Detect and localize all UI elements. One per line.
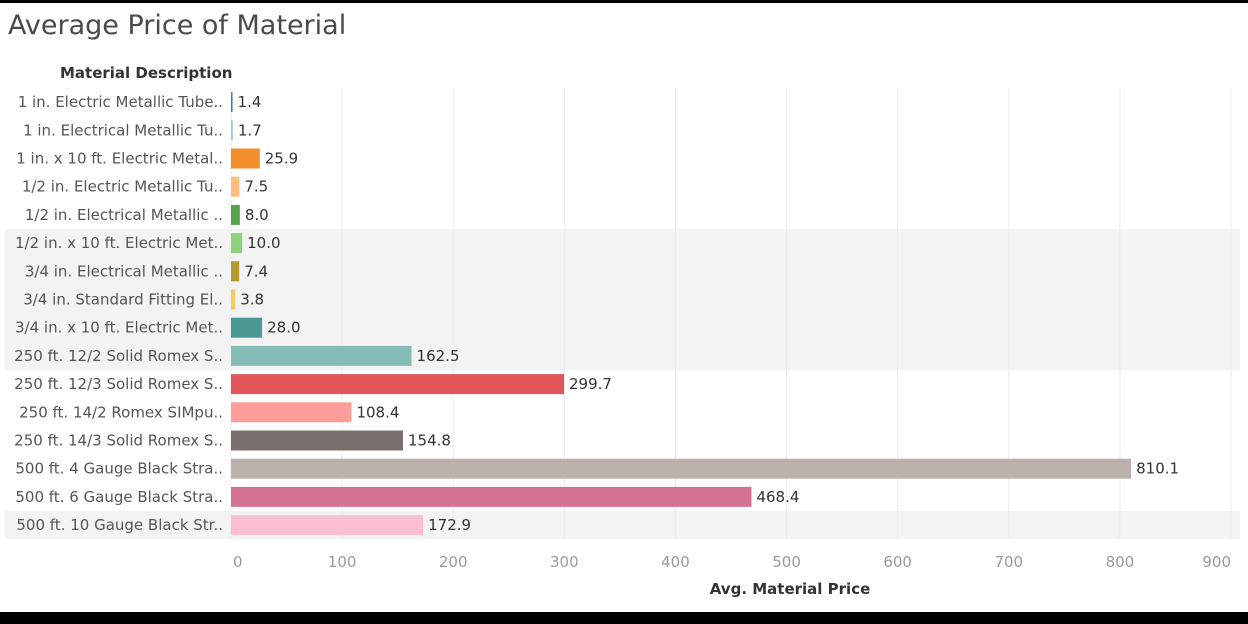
x-tick-label: 100 bbox=[328, 553, 357, 571]
bar bbox=[231, 345, 412, 366]
category-label: 500 ft. 6 Gauge Black Stra.. bbox=[15, 488, 223, 506]
row-band bbox=[5, 229, 1240, 370]
bar bbox=[231, 120, 233, 141]
value-label: 468.4 bbox=[756, 488, 799, 506]
x-tick-label: 400 bbox=[661, 553, 690, 571]
x-tick-label: 600 bbox=[883, 553, 912, 571]
bar bbox=[231, 317, 263, 338]
category-label: 500 ft. 10 Gauge Black Str.. bbox=[16, 516, 223, 534]
value-label: 28.0 bbox=[267, 319, 300, 337]
category-label: 250 ft. 14/3 Solid Romex S.. bbox=[14, 432, 223, 450]
row-band bbox=[5, 511, 1240, 540]
bar bbox=[231, 374, 564, 395]
bar bbox=[231, 261, 240, 282]
bar bbox=[231, 402, 352, 423]
x-tick-label: 900 bbox=[1202, 553, 1231, 571]
value-label: 8.0 bbox=[245, 206, 269, 224]
bar bbox=[231, 458, 1132, 479]
bar bbox=[231, 92, 233, 113]
x-tick-label: 0 bbox=[233, 553, 243, 571]
category-label: 3/4 in. Standard Fitting El.. bbox=[23, 291, 223, 309]
x-tick-label: 200 bbox=[439, 553, 468, 571]
category-label: 250 ft. 12/2 Solid Romex S.. bbox=[14, 347, 223, 365]
value-label: 7.5 bbox=[244, 178, 268, 196]
value-label: 299.7 bbox=[569, 375, 612, 393]
chart-title: Average Price of Material bbox=[8, 10, 347, 41]
value-label: 10.0 bbox=[247, 234, 280, 252]
value-label: 3.8 bbox=[240, 291, 264, 309]
bar bbox=[231, 289, 236, 310]
value-label: 154.8 bbox=[408, 432, 451, 450]
value-label: 25.9 bbox=[265, 150, 298, 168]
x-tick-label: 700 bbox=[994, 553, 1023, 571]
category-label: 1 in. Electric Metallic Tube.. bbox=[18, 93, 223, 111]
bar bbox=[231, 148, 260, 169]
x-tick-label: 500 bbox=[772, 553, 801, 571]
value-label: 162.5 bbox=[417, 347, 460, 365]
value-label: 1.7 bbox=[238, 121, 262, 139]
category-label: 1/2 in. x 10 ft. Electric Met.. bbox=[15, 234, 223, 252]
bar bbox=[231, 430, 403, 451]
category-label: 250 ft. 12/3 Solid Romex S.. bbox=[14, 375, 223, 393]
bar bbox=[231, 233, 243, 254]
x-axis-title: Avg. Material Price bbox=[709, 580, 871, 598]
bar bbox=[231, 515, 424, 536]
x-tick-label: 800 bbox=[1106, 553, 1135, 571]
bar bbox=[231, 176, 240, 197]
value-label: 1.4 bbox=[238, 93, 262, 111]
category-label: 1/2 in. Electrical Metallic .. bbox=[25, 206, 223, 224]
value-label: 810.1 bbox=[1136, 460, 1179, 478]
bar bbox=[231, 204, 240, 225]
category-label: 500 ft. 4 Gauge Black Stra.. bbox=[15, 460, 223, 478]
category-label: 250 ft. 14/2 Romex SIMpu.. bbox=[19, 403, 223, 421]
bar bbox=[231, 486, 752, 507]
category-label: 3/4 in. Electrical Metallic .. bbox=[25, 262, 223, 280]
category-label: 1 in. Electrical Metallic Tu.. bbox=[23, 121, 223, 139]
x-tick-label: 300 bbox=[550, 553, 579, 571]
category-label: 3/4 in. x 10 ft. Electric Met.. bbox=[15, 319, 223, 337]
row-header: Material Description bbox=[60, 64, 233, 82]
value-label: 172.9 bbox=[428, 516, 471, 534]
category-label: 1/2 in. Electric Metallic Tu.. bbox=[22, 178, 223, 196]
value-label: 108.4 bbox=[356, 403, 399, 421]
category-label: 1 in. x 10 ft. Electric Metal.. bbox=[16, 150, 223, 168]
value-label: 7.4 bbox=[244, 262, 268, 280]
